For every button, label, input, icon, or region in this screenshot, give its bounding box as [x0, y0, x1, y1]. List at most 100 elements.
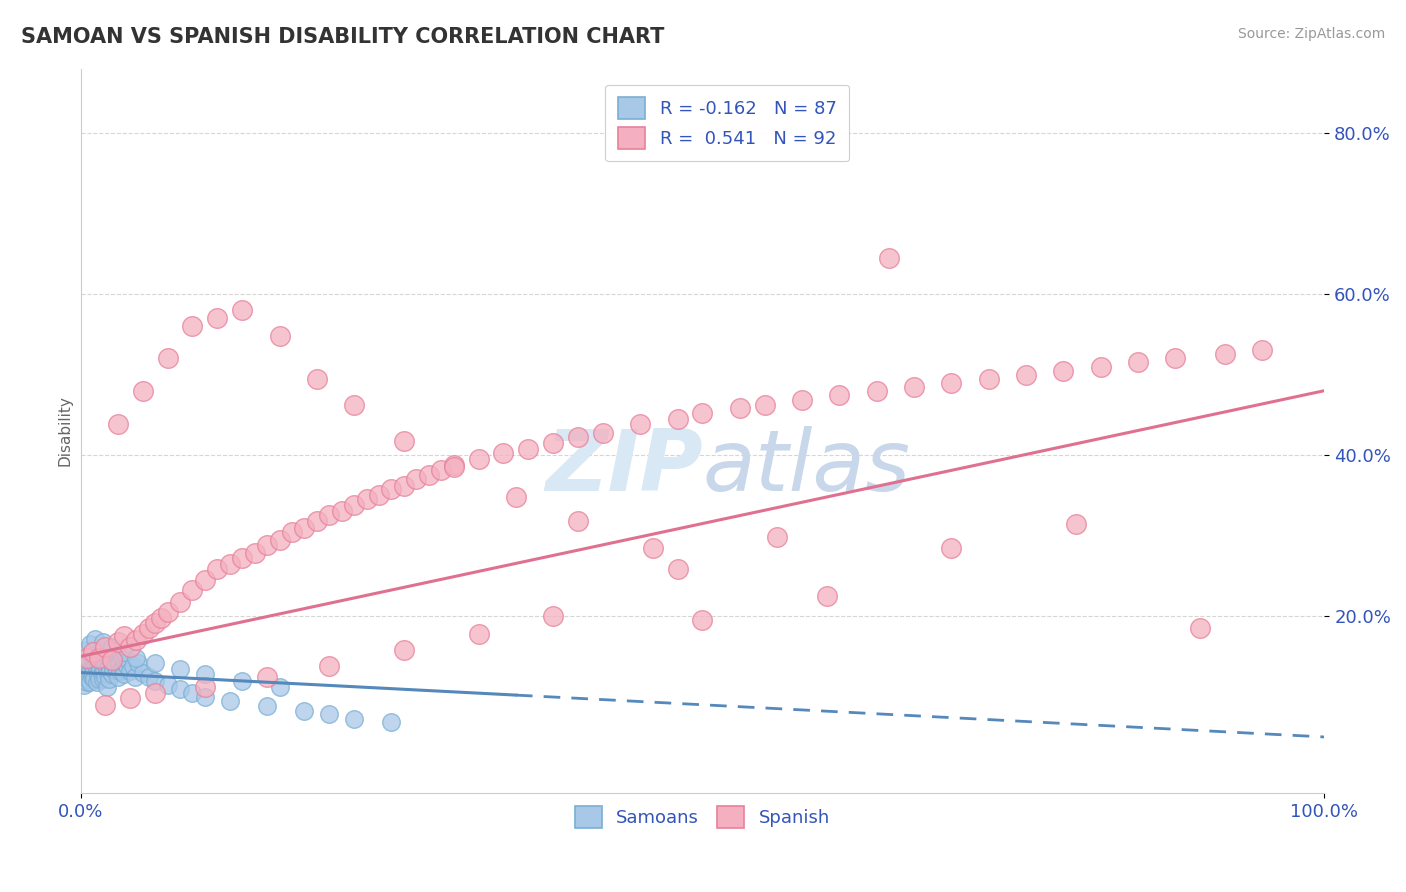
Point	[104, 659, 127, 673]
Point	[207, 311, 229, 326]
Point	[318, 508, 340, 523]
Point	[89, 651, 111, 665]
Point	[80, 669, 103, 683]
Point	[492, 446, 515, 460]
Point	[100, 656, 122, 670]
Point	[194, 667, 217, 681]
Point	[96, 680, 118, 694]
Point	[156, 605, 179, 619]
Point	[87, 653, 110, 667]
Point	[100, 667, 122, 681]
Point	[231, 551, 253, 566]
Point	[110, 651, 132, 665]
Point	[101, 661, 124, 675]
Point	[120, 691, 142, 706]
Point	[82, 645, 104, 659]
Point	[443, 458, 465, 472]
Point	[207, 562, 229, 576]
Point	[269, 533, 291, 547]
Point	[79, 637, 101, 651]
Point	[1188, 621, 1211, 635]
Point	[318, 707, 340, 722]
Point	[84, 657, 107, 672]
Point	[169, 681, 191, 696]
Point	[120, 640, 142, 654]
Point	[305, 514, 328, 528]
Point	[169, 661, 191, 675]
Point	[86, 664, 108, 678]
Point	[84, 651, 107, 665]
Point	[156, 678, 179, 692]
Point	[790, 393, 813, 408]
Point	[87, 667, 110, 681]
Point	[443, 460, 465, 475]
Point	[110, 664, 132, 678]
Point	[89, 656, 111, 670]
Point	[231, 673, 253, 688]
Point	[86, 675, 108, 690]
Point	[107, 417, 129, 432]
Point	[94, 698, 117, 712]
Point	[89, 661, 111, 675]
Point	[392, 479, 415, 493]
Point	[80, 659, 103, 673]
Point	[541, 609, 564, 624]
Point	[98, 664, 121, 678]
Point	[343, 498, 366, 512]
Point	[380, 482, 402, 496]
Point	[356, 492, 378, 507]
Point	[125, 633, 148, 648]
Point	[150, 611, 173, 625]
Point	[76, 675, 98, 690]
Point	[877, 251, 900, 265]
Point	[125, 651, 148, 665]
Point	[977, 371, 1000, 385]
Point	[256, 669, 278, 683]
Point	[517, 442, 540, 456]
Point	[256, 538, 278, 552]
Point	[143, 656, 166, 670]
Point	[815, 589, 838, 603]
Point	[75, 665, 97, 680]
Point	[76, 661, 98, 675]
Point	[143, 673, 166, 688]
Point	[592, 425, 614, 440]
Point	[380, 715, 402, 730]
Point	[567, 514, 589, 528]
Point	[181, 319, 204, 334]
Point	[114, 656, 136, 670]
Point	[392, 643, 415, 657]
Point	[941, 376, 963, 390]
Point	[98, 659, 121, 673]
Point	[107, 669, 129, 683]
Point	[127, 656, 149, 670]
Point	[828, 387, 851, 401]
Point	[666, 562, 689, 576]
Point	[467, 452, 489, 467]
Y-axis label: Disability: Disability	[58, 395, 72, 467]
Point	[1015, 368, 1038, 382]
Point	[93, 651, 115, 665]
Point	[143, 686, 166, 700]
Point	[641, 541, 664, 555]
Point	[91, 635, 114, 649]
Point	[73, 678, 96, 692]
Point	[754, 398, 776, 412]
Point	[79, 675, 101, 690]
Text: ZIP: ZIP	[546, 425, 703, 508]
Point	[103, 653, 125, 667]
Point	[1064, 516, 1087, 531]
Point	[865, 384, 887, 398]
Point	[89, 672, 111, 686]
Point	[105, 664, 128, 678]
Point	[169, 595, 191, 609]
Point	[121, 659, 143, 673]
Point	[93, 664, 115, 678]
Point	[100, 640, 122, 654]
Point	[75, 669, 97, 683]
Point	[1251, 343, 1274, 358]
Point	[98, 672, 121, 686]
Point	[294, 704, 316, 718]
Point	[343, 398, 366, 412]
Point	[97, 667, 120, 681]
